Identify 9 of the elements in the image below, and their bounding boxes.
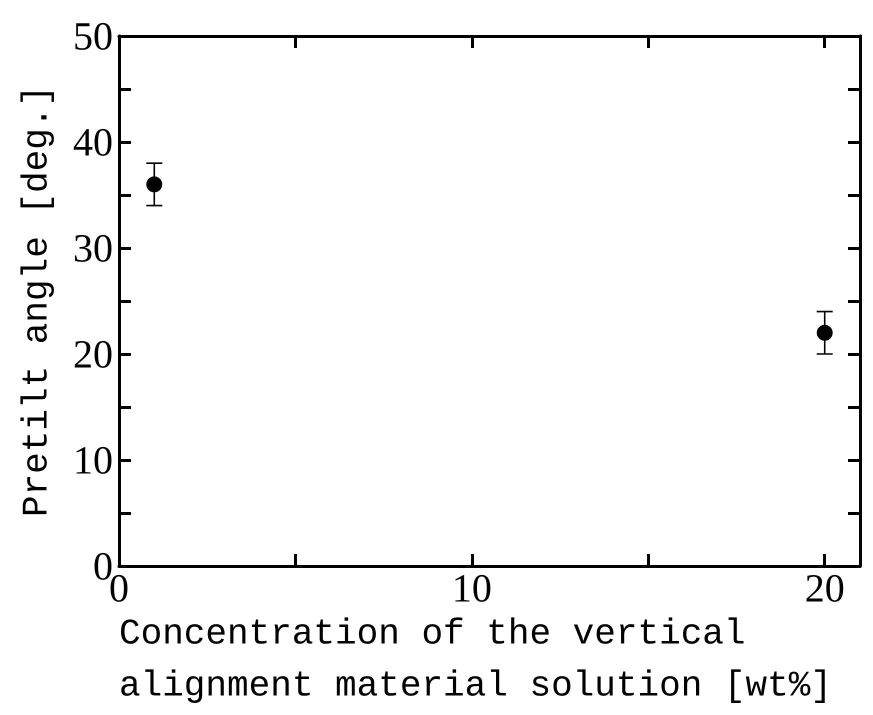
x-tick-label: 10	[452, 566, 492, 610]
y-axis-title: Pretilt angle [deg.]	[16, 84, 58, 518]
x-tick-label: 20	[804, 566, 845, 610]
y-tick-label: 30	[73, 226, 113, 270]
x-axis-title: Concentration of the vertical alignment material solution [wt%]	[119, 614, 832, 706]
y-tick-label: 20	[73, 332, 113, 376]
y-tick-label: 50	[73, 14, 113, 58]
y-tick-label: 10	[73, 438, 113, 482]
y-tick-label: 40	[73, 120, 113, 164]
